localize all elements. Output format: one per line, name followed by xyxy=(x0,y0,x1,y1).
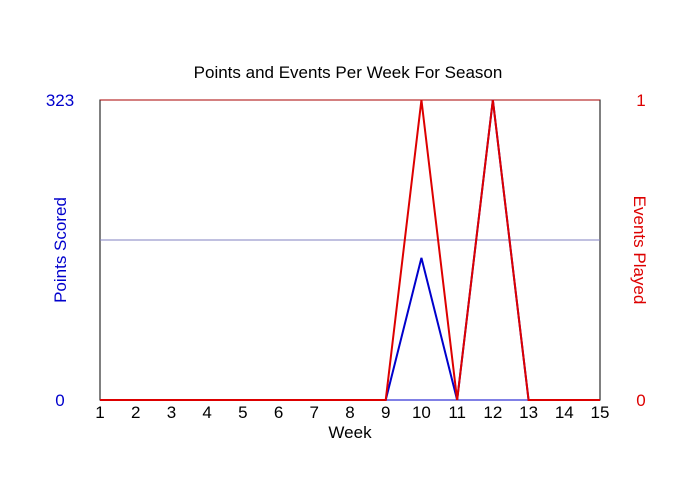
x-tick-label: 9 xyxy=(381,403,390,422)
y-left-tick-label: 323 xyxy=(46,91,74,110)
x-tick-label: 2 xyxy=(131,403,140,422)
y-right-tick-label: 0 xyxy=(636,391,645,410)
series-line-events xyxy=(100,99,600,401)
y-left-tick-labels: 0 323 xyxy=(46,91,74,410)
y-right-axis-label: Events Played xyxy=(630,196,649,305)
y-left-axis-label: Points Scored xyxy=(51,197,70,303)
x-tick-label: 3 xyxy=(167,403,176,422)
x-axis-label: Week xyxy=(328,423,372,442)
x-tick-label: 12 xyxy=(483,403,502,422)
x-tick-label: 1 xyxy=(95,403,104,422)
x-tick-label: 13 xyxy=(519,403,538,422)
series-layer xyxy=(100,99,600,401)
chart-title: Points and Events Per Week For Season xyxy=(194,63,503,82)
x-tick-label: 10 xyxy=(412,403,431,422)
plot-area xyxy=(99,99,601,401)
y-left-tick-label: 0 xyxy=(55,391,64,410)
x-tick-label: 15 xyxy=(591,403,610,422)
x-tick-label: 14 xyxy=(555,403,574,422)
x-tick-labels: 1 2 3 4 5 6 7 8 9 10 11 12 13 14 15 xyxy=(95,403,609,422)
x-tick-label: 11 xyxy=(448,403,466,422)
x-tick-label: 5 xyxy=(238,403,247,422)
y-right-tick-labels: 01 xyxy=(636,91,645,410)
y-right-tick-label: 1 xyxy=(636,91,645,110)
x-tick-label: 7 xyxy=(310,403,319,422)
x-tick-label: 4 xyxy=(202,403,211,422)
x-tick-label: 6 xyxy=(274,403,283,422)
x-tick-label: 8 xyxy=(345,403,354,422)
